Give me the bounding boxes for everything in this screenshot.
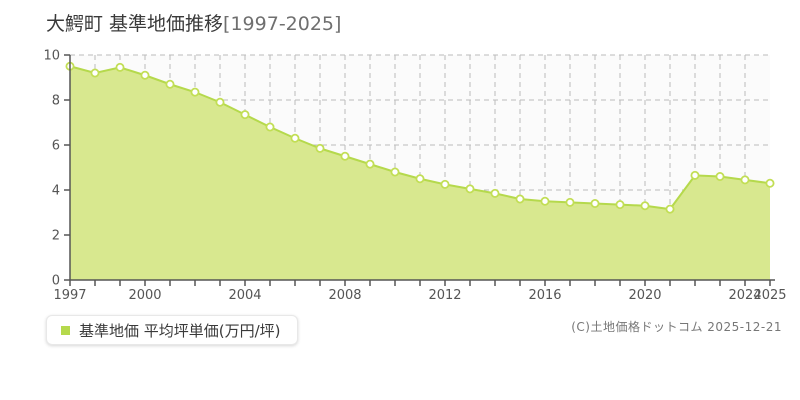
data-point (290, 133, 300, 143)
data-point (540, 196, 550, 206)
chart-legend: 基準地価 平均坪単価(万円/坪) (46, 315, 298, 345)
data-point (165, 79, 175, 89)
data-point (565, 197, 575, 207)
y-tick-label: 8 (52, 94, 60, 109)
data-point (215, 97, 225, 107)
x-tick-label: 2004 (228, 288, 261, 303)
chart-title-text: 大鰐町 基準地価推移 (46, 13, 224, 35)
x-tick-label: 2024 (728, 288, 761, 303)
y-tick-label: 4 (52, 184, 60, 199)
y-tick-label: 6 (52, 139, 60, 154)
data-point (315, 143, 325, 153)
x-tick-label: 2025 (753, 288, 786, 303)
data-point (490, 188, 500, 198)
y-axis-ticks: 0 2 4 6 8 10 (43, 49, 70, 289)
data-point (340, 151, 350, 161)
x-tick-label: 1997 (53, 288, 86, 303)
page-title: 大鰐町 基準地価推移[1997-2025] (46, 9, 341, 36)
series-area (70, 66, 770, 280)
data-point (465, 184, 475, 194)
data-point (265, 122, 275, 132)
legend-label: 基準地価 平均坪単価(万円/坪) (79, 321, 281, 340)
y-tick-label: 0 (52, 274, 60, 289)
x-tick-label: 2012 (428, 288, 461, 303)
data-point (140, 70, 150, 80)
data-point (365, 159, 375, 169)
data-point (740, 175, 750, 185)
x-tick-label: 2016 (528, 288, 561, 303)
y-tick-label: 2 (52, 229, 60, 244)
data-point (440, 179, 450, 189)
data-point (765, 178, 775, 188)
data-point (390, 167, 400, 177)
x-tick-label: 2008 (328, 288, 361, 303)
data-point (515, 194, 525, 204)
data-point (590, 198, 600, 208)
data-point (690, 170, 700, 180)
data-point (415, 174, 425, 184)
data-point (240, 110, 250, 120)
data-point (615, 200, 625, 210)
y-tick-label: 10 (43, 49, 60, 64)
legend-swatch-icon (61, 325, 70, 335)
data-point (115, 62, 125, 72)
data-point (665, 204, 675, 214)
data-point (640, 201, 650, 211)
copyright-credit: (C)土地価格ドットコム 2025-12-21 (571, 320, 782, 334)
x-tick-label: 2020 (628, 288, 661, 303)
chart-title-range: [1997-2025] (223, 13, 342, 35)
data-point (715, 171, 725, 181)
series-markers (65, 61, 775, 214)
data-point (190, 87, 200, 97)
data-point (90, 68, 100, 78)
x-tick-label: 2000 (128, 288, 161, 303)
